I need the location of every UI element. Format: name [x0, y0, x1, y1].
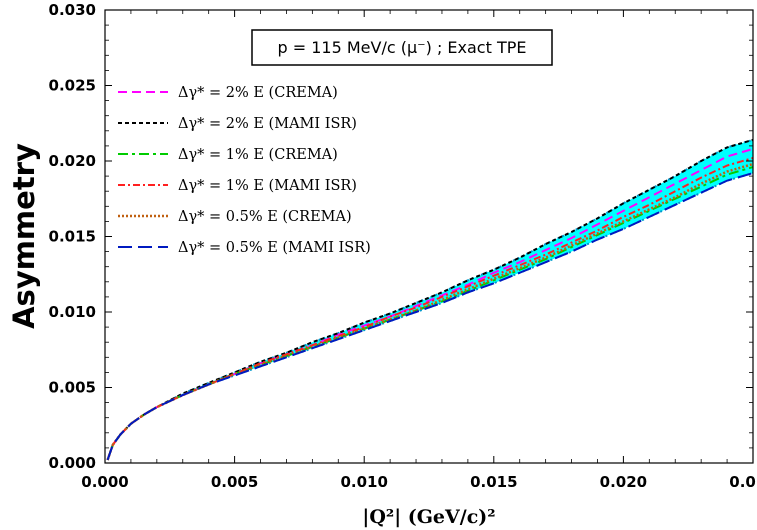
x-tick-label: 0.025 [729, 473, 757, 491]
plot-frame [104, 9, 754, 464]
axis-ticks [104, 9, 754, 464]
y-tick-label: 0.000 [49, 454, 96, 472]
x-tick-label: 0.010 [340, 473, 387, 491]
y-tick-label: 0.020 [49, 152, 96, 170]
y-tick-label: 0.030 [49, 1, 96, 19]
y-tick-label: 0.005 [49, 379, 96, 397]
legend-label-4: Δγ* = 1% E (MAMI ISR) [178, 178, 357, 194]
annotation-text: p = 115 MeV/c (μ⁻) ; Exact TPE [278, 38, 527, 57]
y-axis-title: Asymmetry [7, 143, 41, 329]
x-axis-title: |Q²| (GeV/c)² [362, 506, 495, 528]
series-line-4 [106, 157, 754, 461]
legend-label-5: Δγ* = 0.5% E (CREMA) [178, 209, 352, 225]
y-tick-labels: 0.000 0.005 0.010 0.015 0.020 0.025 0.030 [49, 1, 96, 472]
series-lines [106, 138, 754, 461]
annotation-box [251, 29, 553, 66]
legend-label-3: Δγ* = 1% E (CREMA) [178, 147, 338, 163]
band-upper-edge [106, 138, 754, 461]
legend: Δγ* = 2% E (CREMA) Δγ* = 2% E (MAMI ISR) Δ… [118, 85, 371, 256]
legend-label-6: Δγ* = 0.5% E (MAMI ISR) [178, 240, 371, 256]
legend-label-2: Δγ* = 2% E (MAMI ISR) [178, 116, 357, 132]
y-tick-label: 0.015 [49, 228, 96, 246]
y-tick-label: 0.010 [49, 303, 96, 321]
legend-label-1: Δγ* = 2% E (CREMA) [178, 85, 338, 101]
x-tick-label: 0.005 [211, 473, 258, 491]
y-tick-label: 0.025 [49, 77, 96, 95]
x-tick-label: 0.000 [81, 473, 128, 491]
series-line-6 [106, 172, 754, 461]
x-tick-label: 0.020 [600, 473, 647, 491]
x-tick-label: 0.015 [470, 473, 517, 491]
x-tick-labels: 0.000 0.005 0.010 0.015 0.020 0.025 [81, 473, 757, 491]
